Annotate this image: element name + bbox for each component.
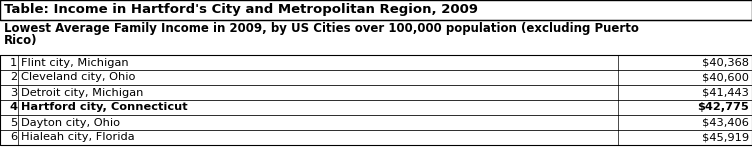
Text: 2: 2 [10,72,17,82]
Bar [0,100,752,115]
Bar [0,55,752,145]
Text: $41,443: $41,443 [702,87,749,97]
Text: 3: 3 [10,87,17,97]
Text: $43,406: $43,406 [702,117,749,127]
Text: $40,368: $40,368 [702,57,749,67]
Text: Cleveland city, Ohio: Cleveland city, Ohio [21,72,135,82]
Text: $45,919: $45,919 [702,132,749,142]
Text: Hartford city, Connecticut: Hartford city, Connecticut [21,102,188,112]
Text: 6: 6 [10,132,17,142]
Text: Flint city, Michigan: Flint city, Michigan [21,57,129,67]
Text: Hialeah city, Florida: Hialeah city, Florida [21,132,135,142]
Text: $40,600: $40,600 [702,72,749,82]
Bar [0,70,752,85]
Bar [0,115,752,130]
Text: $42,775: $42,775 [697,102,749,112]
Bar [0,85,752,100]
Bar [0,130,752,145]
Text: 1: 1 [10,57,17,67]
Bar [0,0,752,20]
Text: 4: 4 [9,102,17,112]
Text: Dayton city, Ohio: Dayton city, Ohio [21,117,120,127]
Text: Rico): Rico) [4,34,38,47]
Text: 5: 5 [10,117,17,127]
Text: Table: Income in Hartford's City and Metropolitan Region, 2009: Table: Income in Hartford's City and Met… [4,4,478,16]
Bar [0,55,752,70]
Text: Detroit city, Michigan: Detroit city, Michigan [21,87,144,97]
Text: Lowest Average Family Income in 2009, by US Cities over 100,000 population (excl: Lowest Average Family Income in 2009, by… [4,22,639,35]
